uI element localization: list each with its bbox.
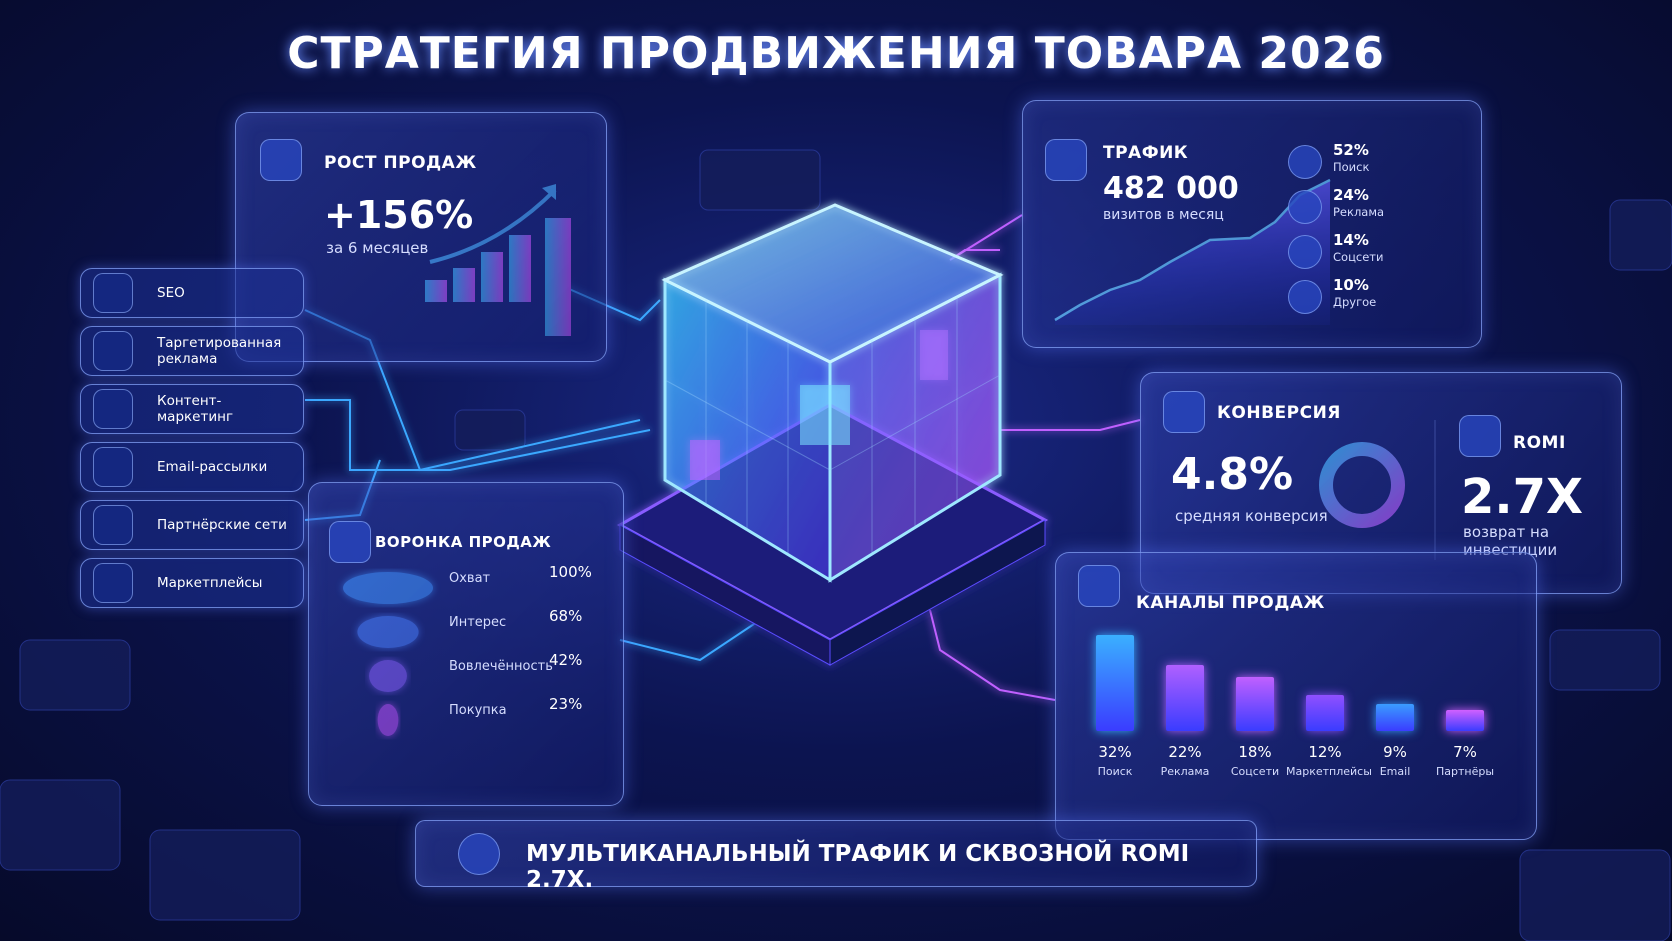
channel-name: Реклама [1160, 765, 1210, 778]
stage-name: Интерес [449, 615, 507, 630]
icon [1288, 235, 1322, 269]
channel-name: Партнёры [1435, 765, 1495, 778]
funnel-panel: ВОРОНКА ПРОДАЖ Охват 100% Интерес 68% Вовлеч… [308, 482, 624, 806]
channel-label: Контент-маркетинг [157, 393, 234, 425]
channel-item: Партнёрские сети [80, 500, 304, 550]
panel-title: ВОРОНКА ПРОДАЖ [375, 533, 552, 551]
icon [1288, 280, 1322, 314]
channel-bar [1306, 695, 1344, 731]
romi-title: ROMI [1513, 433, 1566, 453]
source-name: Другое [1333, 295, 1377, 309]
icon [1459, 415, 1501, 457]
stage-share: 68% [549, 607, 583, 625]
icon [93, 447, 133, 487]
panel-title: ТРАФИК [1103, 143, 1189, 163]
source-share: 24% [1333, 186, 1369, 204]
caption: визитов в месяц [1103, 207, 1224, 223]
channel-label: Маркетплейсы [157, 575, 263, 591]
stage-name: Вовлечённость [449, 659, 553, 674]
footer-banner: МУЛЬТИКАНАЛЬНЫЙ ТРАФИК И СКВОЗНОЙ ROMI 2… [415, 820, 1257, 893]
stage-name: Охват [449, 571, 491, 586]
channel-label: Email-рассылки [157, 459, 268, 475]
icon [329, 521, 371, 563]
value: 482 000 [1103, 171, 1239, 206]
channel-label: Таргетированная реклама [157, 335, 282, 367]
footer-text: МУЛЬТИКАНАЛЬНЫЙ ТРАФИК И СКВОЗНОЙ ROMI 2… [526, 841, 1190, 893]
icon [260, 139, 302, 181]
channel-share: 32% [1098, 743, 1132, 761]
channel-item: SEO [80, 268, 304, 318]
icon [93, 331, 133, 371]
caption: за 6 месяцев [326, 239, 429, 257]
icon [93, 273, 133, 313]
channel-name: Маркетплейсы [1286, 765, 1372, 778]
icon [93, 389, 133, 429]
value: +156% [324, 193, 474, 237]
icon [1163, 391, 1205, 433]
floor-tiles [0, 149, 1672, 941]
value: 4.8% [1171, 449, 1294, 500]
channel-label: SEO [157, 285, 185, 301]
channel-item: Таргетированная реклама [80, 326, 304, 376]
channel-name: Поиск [1097, 765, 1133, 778]
channel-bar [1446, 710, 1484, 731]
channel-name: Email [1379, 765, 1411, 778]
cube [616, 203, 1049, 666]
channel-bar [1096, 635, 1134, 731]
main-title: СТРАТЕГИЯ ПРОДВИЖЕНИЯ ТОВАРА 2026 [287, 28, 1385, 79]
icon [1288, 145, 1322, 179]
panel-title: КАНАЛЫ ПРОДАЖ [1136, 593, 1325, 613]
channel-bar [1236, 677, 1274, 731]
channel-share: 22% [1168, 743, 1202, 761]
channel-share: 9% [1383, 743, 1407, 761]
channel-name: Соцсети [1230, 765, 1280, 778]
channel-share: 12% [1308, 743, 1342, 761]
icon [1078, 565, 1120, 607]
channel-bar [1376, 704, 1414, 731]
stage-share: 42% [549, 651, 583, 669]
stage-name: Покупка [449, 703, 507, 718]
icon [93, 563, 133, 603]
icon [1288, 190, 1322, 224]
stage-share: 23% [549, 695, 583, 713]
channel-share: 18% [1238, 743, 1272, 761]
source-share: 10% [1333, 276, 1369, 294]
channel-item: Email-рассылки [80, 442, 304, 492]
panel-title: КОНВЕРСИЯ [1217, 403, 1341, 423]
source-name: Реклама [1333, 205, 1385, 219]
channel-share: 7% [1453, 743, 1477, 761]
stage-share: 100% [549, 563, 592, 581]
channel-bar [1166, 665, 1204, 731]
romi-value: 2.7X [1461, 469, 1584, 525]
traffic-chart [1054, 178, 1331, 325]
traffic-panel: ТРАФИК 482 000 визитов в месяц 52% Поиск 2… [1022, 100, 1482, 348]
source-share: 14% [1333, 231, 1369, 249]
source-name: Поиск [1333, 160, 1370, 174]
panel-title: РОСТ ПРОДАЖ [324, 153, 477, 173]
sales-channels-panel: КАНАЛЫ ПРОДАЖ 32% Поиск 22% Реклама 18% Соцсе… [1055, 552, 1537, 840]
channel-item: Контент-маркетинг [80, 384, 304, 434]
source-name: Соцсети [1333, 250, 1384, 264]
source-share: 52% [1333, 141, 1369, 159]
caption: средняя конверсия [1175, 507, 1328, 525]
icon [93, 505, 133, 545]
channel-label: Партнёрские сети [157, 517, 287, 533]
channel-item: Маркетплейсы [80, 558, 304, 608]
icon [458, 833, 500, 875]
icon [1045, 139, 1087, 181]
sales-growth-panel: РОСТ ПРОДАЖ +156% за 6 месяцев [235, 112, 607, 362]
